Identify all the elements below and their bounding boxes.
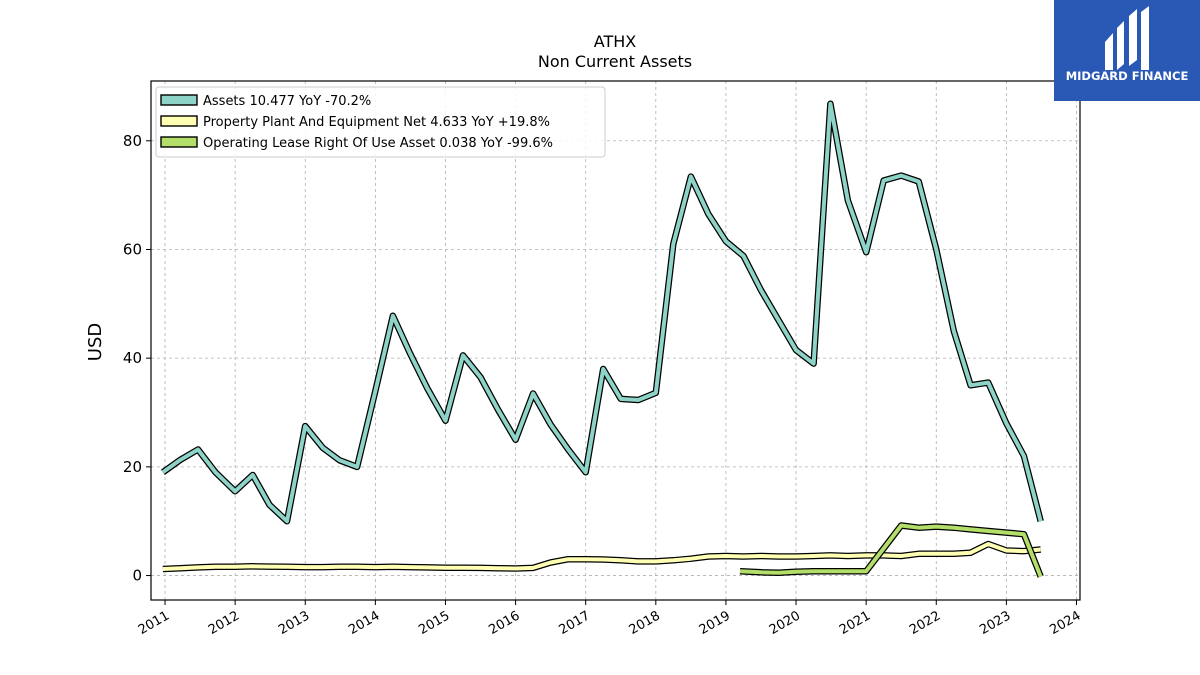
legend-swatch [160,94,198,106]
brand-badge: MIDGARD FINANCE [1054,0,1200,101]
y-tick-label: 40 [123,349,142,367]
y-axis-label: USD [85,323,106,361]
x-tick-label: 2019 [697,608,733,638]
x-tick-label: 2022 [907,608,943,638]
brand-badge-background [1054,0,1200,101]
legend-swatch [160,115,198,127]
y-tick-label: 80 [123,132,142,150]
legend: Assets 10.477 YoY -70.2% Property Plant A… [155,86,606,158]
x-tick-label: 2018 [627,608,663,638]
x-tick-label: 2016 [486,608,522,638]
chart-title: ATHX [594,32,637,51]
grid [151,81,1080,600]
x-tick-label: 2014 [346,608,382,638]
x-tick-label: 2012 [206,608,242,638]
legend-label: Operating Lease Right Of Use Asset 0.038… [203,136,553,151]
x-tick-label: 2020 [767,608,803,638]
series-line-0 [161,101,1043,524]
x-tick-label: 2021 [837,608,873,638]
y-tick-label: 0 [132,567,142,585]
series-line-2 [739,523,1043,578]
midgard-logo-icon [1105,6,1149,70]
legend-label: Property Plant And Equipment Net 4.633 Y… [203,115,550,130]
x-tick-label: 2017 [557,608,593,638]
series-line-1 [162,542,1041,571]
y-tick-label: 60 [123,240,142,258]
x-tick-label: 2011 [136,608,172,638]
y-tick-label: 20 [123,458,142,476]
legend-box [155,86,606,158]
x-tick-label: 2024 [1047,608,1083,638]
brand-name: MIDGARD FINANCE [1066,69,1189,83]
x-tick-label: 2023 [977,608,1013,638]
plot-frame [150,80,1081,601]
chart-subtitle: Non Current Assets [538,52,692,71]
series-lines [161,100,1044,578]
series-outline-0 [161,100,1044,525]
legend-swatch [160,136,198,148]
legend-label: Assets 10.477 YoY -70.2% [203,94,371,109]
x-tick-label: 2013 [276,608,312,638]
x-tick-label: 2015 [416,608,452,638]
